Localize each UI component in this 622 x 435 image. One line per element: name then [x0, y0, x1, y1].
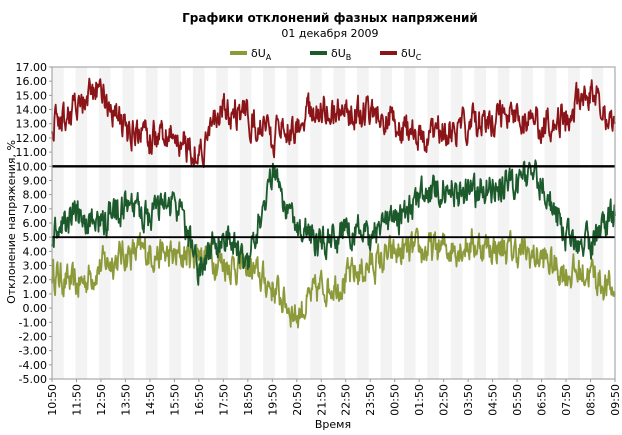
- y-tick-label: 4.00: [23, 245, 48, 258]
- y-tick-label: -2.00: [19, 330, 47, 343]
- series-line-b: [51, 159, 616, 286]
- y-tick-label: 16.00: [16, 75, 48, 88]
- y-tick-label: 1.00: [23, 288, 48, 301]
- x-tick-label: 07:50: [560, 384, 573, 416]
- x-tick-label: 14:50: [144, 384, 157, 416]
- y-tick-label: -4.00: [19, 359, 47, 372]
- x-tick-label: 08:50: [585, 384, 598, 416]
- x-tick-label: 01:50: [413, 384, 426, 416]
- series-line-a: [51, 227, 616, 329]
- chart-subtitle: 01 декабря 2009: [281, 27, 378, 40]
- x-tick-label: 22:50: [340, 384, 353, 416]
- y-tick-label: 6.00: [23, 217, 48, 230]
- reference-lines: [52, 165, 615, 239]
- legend-label-b: δUB: [331, 47, 351, 62]
- x-tick-label: 00:50: [389, 384, 402, 416]
- x-tick-label: 02:50: [438, 384, 451, 416]
- y-tick-label: -5.00: [19, 373, 47, 386]
- x-axis-label: Время: [315, 418, 351, 431]
- x-tick-label: 18:50: [242, 384, 255, 416]
- x-tick-label: 19:50: [266, 384, 279, 416]
- x-tick-label: 10:50: [46, 384, 59, 416]
- y-tick-label: 3.00: [23, 260, 48, 273]
- y-tick-label: 15.00: [16, 89, 48, 102]
- legend-label-a: δUA: [251, 47, 272, 62]
- x-tick-label: 05:50: [511, 384, 524, 416]
- y-tick-label: 14.00: [16, 104, 48, 117]
- x-tick-label: 13:50: [119, 384, 132, 416]
- x-tick-label: 15:50: [168, 384, 181, 416]
- x-tick-label: 20:50: [291, 384, 304, 416]
- y-tick-label: 10.00: [16, 160, 48, 173]
- y-tick-label: 17.00: [16, 61, 48, 74]
- x-tick-label: 06:50: [536, 384, 549, 416]
- y-tick-label: 11.00: [16, 146, 48, 159]
- y-axis-label: Отклонение напряжения, %: [5, 140, 18, 304]
- y-tick-label: 13.00: [16, 118, 48, 131]
- chart-legend: δUA δUB δUC: [230, 47, 422, 62]
- y-tick-label: 0.00: [23, 302, 48, 315]
- x-tick-label: 09:50: [609, 384, 622, 416]
- series-line-c: [51, 77, 616, 168]
- y-tick-label: 12.00: [16, 132, 48, 145]
- y-tick-label: -1.00: [19, 316, 47, 329]
- series-layer: [51, 77, 616, 329]
- legend-label-c: δUC: [401, 47, 422, 62]
- y-tick-label: 5.00: [23, 231, 48, 244]
- x-tick-label: 23:50: [364, 384, 377, 416]
- y-tick-label: 7.00: [23, 203, 48, 216]
- x-tick-label: 21:50: [315, 384, 328, 416]
- chart-title: Графики отклонений фазных напряжений: [182, 11, 478, 25]
- y-tick-label: 8.00: [23, 189, 48, 202]
- x-tick-label: 11:50: [71, 384, 84, 416]
- y-tick-label: -3.00: [19, 345, 47, 358]
- x-tick-label: 12:50: [95, 384, 108, 416]
- x-tick-label: 17:50: [217, 384, 230, 416]
- x-tick-label: 04:50: [487, 384, 500, 416]
- x-tick-label: 16:50: [193, 384, 206, 416]
- y-tick-label: 2.00: [23, 274, 48, 287]
- x-axis-tick-labels: 10:50 11:50 12:50 13:50 14:50 15:50 16:50 17:50…: [46, 379, 622, 416]
- y-tick-label: 9.00: [23, 174, 48, 187]
- x-tick-label: 03:50: [462, 384, 475, 416]
